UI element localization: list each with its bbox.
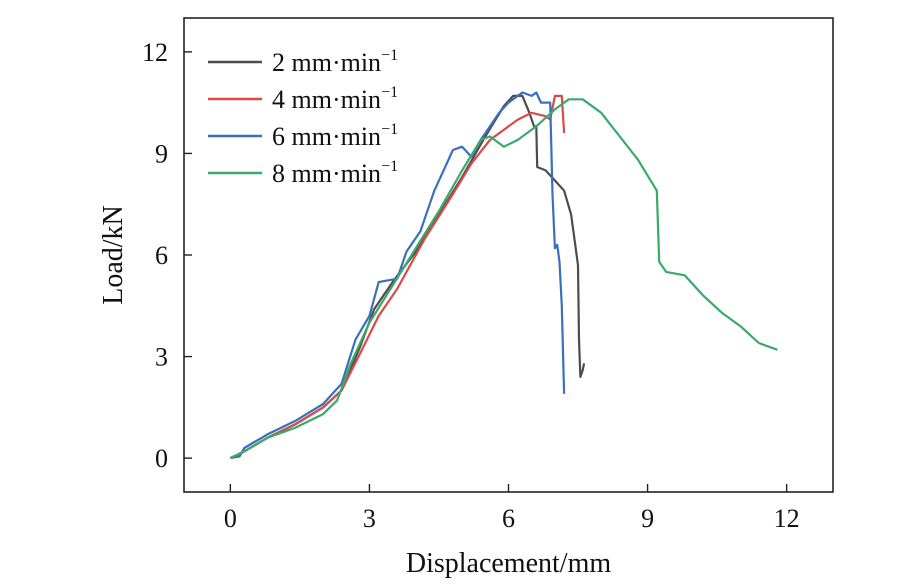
legend-superscript: −1 bbox=[381, 84, 398, 101]
x-axis-title: Displacement/mm bbox=[406, 548, 612, 579]
x-tick-label: 9 bbox=[641, 504, 654, 533]
legend: 2 mm·min−1 4 mm·min−1 6 mm·min−1 8 mm·min−1 bbox=[208, 47, 398, 188]
legend-superscript: −1 bbox=[381, 47, 398, 64]
y-tick-label: 12 bbox=[142, 38, 168, 67]
y-tick-label: 0 bbox=[155, 444, 168, 473]
legend-label-2: 4 mm·min−1 bbox=[272, 84, 398, 114]
y-axis-title: Load/kN bbox=[98, 205, 129, 305]
legend-superscript: −1 bbox=[381, 121, 398, 138]
series-lines bbox=[229, 91, 778, 460]
x-tick-label: 0 bbox=[224, 504, 237, 533]
legend-label-1: 2 mm·min−1 bbox=[272, 47, 398, 77]
legend-label-3: 6 mm·min−1 bbox=[272, 121, 398, 151]
x-tick-label: 6 bbox=[502, 504, 515, 533]
x-tick-label: 12 bbox=[774, 504, 800, 533]
ticks: 0 3 6 9 12 0 3 6 9 12 bbox=[142, 38, 800, 533]
legend-superscript: −1 bbox=[381, 158, 398, 175]
series-line-3 bbox=[230, 91, 566, 460]
legend-label-4: 8 mm·min−1 bbox=[272, 158, 398, 188]
y-tick-label: 6 bbox=[155, 241, 168, 270]
y-tick-label: 9 bbox=[155, 139, 168, 168]
x-tick-label: 3 bbox=[363, 504, 376, 533]
series-line-4 bbox=[229, 98, 778, 460]
y-tick-label: 3 bbox=[155, 343, 168, 372]
series-line-2 bbox=[229, 94, 566, 460]
